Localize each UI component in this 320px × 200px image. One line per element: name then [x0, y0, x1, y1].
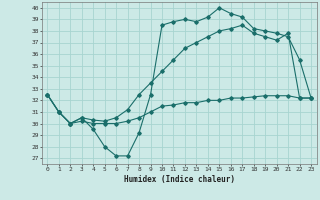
X-axis label: Humidex (Indice chaleur): Humidex (Indice chaleur) [124, 175, 235, 184]
